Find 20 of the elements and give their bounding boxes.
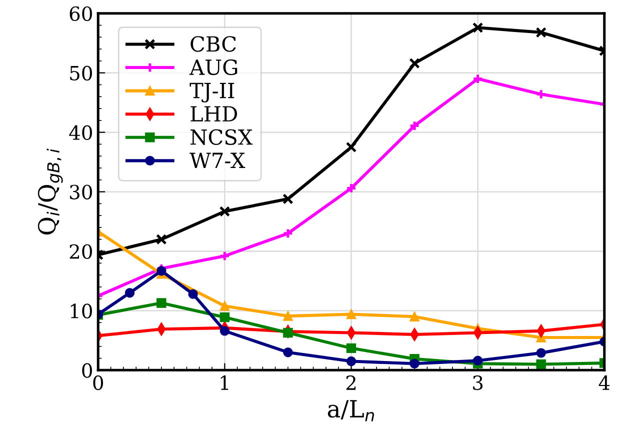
- y-tick-label: 50: [70, 66, 92, 81]
- x-tick-label: 3: [473, 375, 483, 390]
- y-tick-label: 10: [70, 304, 92, 318]
- y-tick-label: 20: [70, 244, 92, 259]
- legend-label: W7-X: [190, 152, 246, 168]
- x-tick-label: 2: [346, 375, 356, 390]
- legend-label: AUG: [189, 59, 238, 76]
- x-tick-label: 1: [220, 375, 228, 390]
- y-axis-title: Q$_{i}$/Q$_{gB,i}$: [38, 148, 63, 234]
- y-tick-label: 30: [70, 184, 92, 200]
- x-axis-title: a/L$_{n}$: [328, 400, 374, 422]
- legend-label: CBC: [190, 36, 236, 52]
- y-tick-label: 0: [82, 363, 92, 378]
- y-tick-label: 60: [70, 6, 92, 22]
- legend-label: NCSX: [190, 129, 253, 145]
- legend-label: TJ-II: [190, 82, 234, 102]
- x-tick-label: 0: [93, 375, 104, 390]
- y-tick-label: 40: [69, 125, 92, 140]
- x-tick-label: 4: [598, 375, 610, 390]
- legend-label: LHD: [190, 106, 238, 122]
